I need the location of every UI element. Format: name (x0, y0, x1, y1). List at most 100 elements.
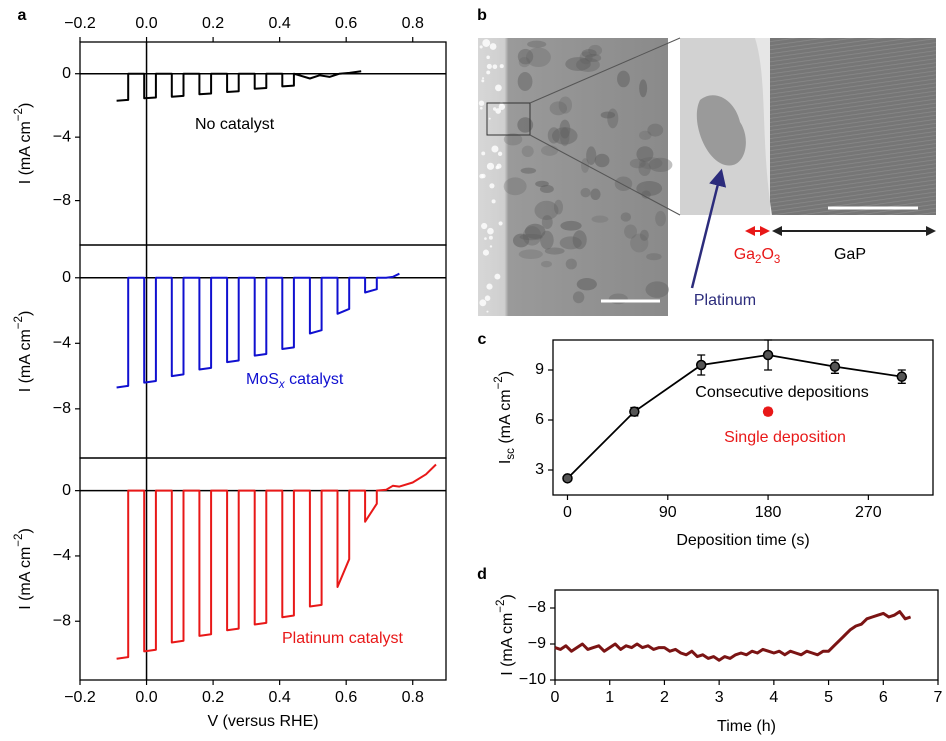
texture (482, 39, 491, 47)
x-tick-label: 6 (879, 689, 888, 706)
x-tick-label: 180 (755, 504, 782, 521)
series-label-part: catalyst (285, 371, 344, 388)
texture (630, 233, 649, 253)
series-label: Platinum catalyst (282, 630, 403, 647)
texture (620, 212, 632, 222)
x-tick-label: 90 (659, 504, 677, 521)
texture (499, 64, 504, 69)
texture (497, 151, 503, 156)
zoom-line (529, 37, 681, 104)
y-axis-label-part: (mA cm (497, 389, 514, 448)
data-line (116, 272, 400, 389)
texture (549, 101, 568, 116)
texture (482, 249, 490, 256)
texture (576, 277, 597, 291)
texture (639, 229, 649, 241)
texture (484, 295, 491, 301)
texture (636, 180, 663, 196)
texture (541, 145, 559, 156)
series-label: Consecutive depositions (695, 384, 868, 401)
texture (607, 108, 619, 129)
data-line (566, 354, 902, 479)
micrograph (478, 37, 936, 316)
series-label-part: x (278, 379, 286, 391)
texture (488, 117, 491, 120)
texture (608, 293, 628, 305)
tem-image-left (478, 38, 668, 316)
y-tick-label: −4 (53, 335, 71, 352)
axes-frame (552, 339, 934, 496)
y-axis-label-part: I (mA cm (17, 547, 34, 610)
texture (655, 210, 666, 227)
y-axis-label: I (mA cm−2) (13, 528, 34, 610)
texture (586, 146, 597, 166)
texture (565, 258, 577, 270)
texture (479, 45, 483, 49)
texture (638, 157, 663, 170)
y-tick-label: −8 (53, 192, 71, 209)
y-tick-label: 0 (62, 65, 71, 82)
texture (495, 84, 502, 92)
texture (581, 158, 590, 173)
axes-frame (79, 457, 447, 681)
x-tick-label: 4 (769, 689, 778, 706)
texture (541, 215, 553, 229)
texture (559, 236, 582, 250)
data-line (116, 463, 437, 660)
x-tick-label: 3 (715, 689, 724, 706)
data-point (762, 406, 774, 417)
texture (576, 57, 600, 72)
texture (559, 119, 571, 139)
series-label-part: MoS (246, 371, 279, 388)
data-point (829, 361, 841, 372)
texture (518, 249, 543, 260)
series-label: Single deposition (724, 429, 846, 446)
texture (499, 101, 504, 106)
panel-letter: b (477, 7, 487, 24)
oxide-label-part: Ga (734, 246, 755, 263)
texture (636, 146, 654, 163)
y-tick-label: −10 (519, 671, 546, 688)
x-tick-label: 0.2 (202, 689, 224, 706)
y-axis-label-part: −2 (13, 534, 25, 547)
y-axis-label-part: I (mA cm (17, 329, 34, 392)
texture (648, 157, 673, 173)
oxide-label-part: 2 (755, 254, 761, 266)
texture (489, 183, 495, 189)
x-tick-label: 270 (855, 504, 882, 521)
texture (495, 108, 502, 114)
texture (624, 224, 638, 239)
oxide-label-part: 3 (774, 254, 780, 266)
texture (645, 281, 669, 298)
y-axis-label: I (mA cm−2) (13, 311, 34, 393)
oxide-label-part: O (761, 246, 773, 263)
axes-frame (79, 41, 447, 246)
texture (521, 145, 534, 158)
y-axis-label-part: ) (497, 371, 514, 376)
x-tick-label: 0.4 (269, 689, 291, 706)
y-tick-label: −8 (53, 400, 71, 417)
texture (560, 220, 582, 231)
zoom-line (529, 134, 681, 216)
texture (503, 177, 527, 196)
panel-letter: a (18, 7, 27, 24)
y-tick-label: −4 (53, 547, 71, 564)
y-axis-label: I (mA cm−2) (13, 103, 34, 185)
texture (551, 127, 578, 145)
texture (486, 55, 490, 60)
y-axis-label-part: ) (499, 594, 516, 599)
x-tick-label: −0.2 (64, 15, 96, 32)
data-point (629, 406, 640, 417)
texture (646, 253, 662, 261)
series-label: No catalyst (195, 116, 275, 133)
y-tick-label: 0 (62, 482, 71, 499)
x-tick-label: 0.4 (269, 15, 291, 32)
texture (478, 100, 485, 106)
x-tick-label: 0.6 (335, 15, 357, 32)
texture (481, 151, 486, 156)
x-tick-label: 2 (660, 689, 669, 706)
texture (580, 187, 591, 198)
y-axis-label-part: I (497, 460, 514, 464)
texture (614, 176, 633, 192)
